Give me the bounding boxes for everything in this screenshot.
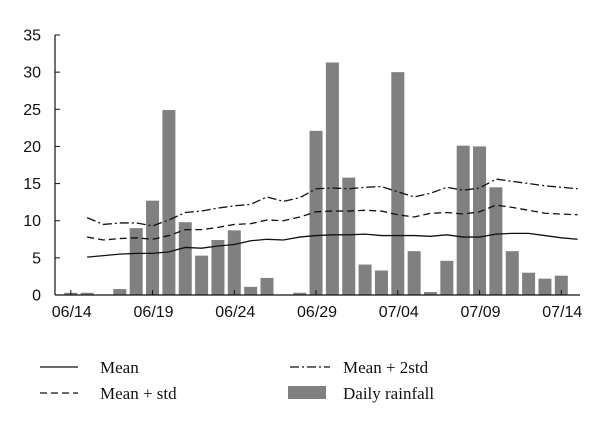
- rainfall-bar: [293, 292, 307, 295]
- rainfall-bar: [358, 264, 372, 295]
- legend: Mean Mean + 2std Mean + std Daily rainfall: [40, 358, 434, 403]
- line-mean-2std: [86, 178, 578, 227]
- rainfall-bar: [538, 278, 552, 295]
- legend-label-mean: Mean: [100, 358, 139, 377]
- line-mean: [87, 232, 578, 258]
- x-tick-label: 06/24: [215, 304, 255, 321]
- rainfall-bar: [489, 187, 503, 295]
- rainfall-bar: [424, 292, 437, 295]
- rainfall-bar: [162, 110, 176, 295]
- y-tick-label: 0: [32, 288, 41, 305]
- y-tick-label: 15: [23, 176, 41, 193]
- legend-label-daily-rainfall: Daily rainfall: [343, 384, 434, 403]
- x-tick-label: 06/19: [134, 304, 174, 321]
- rainfall-bar: [407, 251, 421, 295]
- rainfall-bar: [146, 200, 160, 295]
- rainfall-bar: [227, 230, 241, 295]
- rainfall-bar: [473, 146, 487, 295]
- x-tick-label: 06/14: [52, 304, 92, 321]
- rainfall-bar: [505, 251, 519, 295]
- bar-series-daily-rainfall: [64, 62, 568, 295]
- y-tick-label: 10: [23, 213, 41, 230]
- legend-label-mean-std: Mean + std: [100, 384, 177, 403]
- line-series-group: [86, 178, 578, 258]
- rainfall-bar: [391, 72, 405, 295]
- y-tick-label: 5: [32, 250, 41, 267]
- rainfall-bar: [374, 270, 388, 295]
- y-tick-label: 20: [23, 139, 41, 156]
- rainfall-bar: [244, 286, 258, 295]
- line-mean-std: [87, 204, 578, 241]
- y-tick-label: 35: [23, 28, 41, 45]
- rainfall-bar: [211, 240, 225, 295]
- rainfall-bar: [80, 292, 94, 295]
- rainfall-bar: [342, 177, 356, 295]
- rainfall-bar: [178, 222, 192, 295]
- axes: 0 5 10 15 20 25 30 35 06/14 06/19 06/24 06/29 07/04 0…: [23, 28, 582, 322]
- rainfall-bar: [456, 145, 470, 295]
- rainfall-bar: [309, 130, 323, 295]
- legend-label-mean-2std: Mean + 2std: [343, 358, 429, 377]
- rainfall-bar: [195, 255, 209, 295]
- rainfall-bar: [554, 275, 568, 295]
- rainfall-bar: [325, 62, 339, 295]
- rainfall-bar: [522, 272, 536, 295]
- rainfall-bar: [440, 260, 454, 295]
- x-tick-label: 06/29: [297, 304, 337, 321]
- x-tick-label: 07/14: [542, 304, 582, 321]
- rainfall-bar: [129, 228, 143, 295]
- y-tick-label: 30: [23, 65, 41, 82]
- y-tick-label: 25: [23, 102, 41, 119]
- x-tick-label: 07/09: [461, 304, 501, 321]
- legend-swatch-daily-rainfall: [288, 386, 326, 399]
- rainfall-bar: [113, 289, 127, 295]
- x-tick-label: 07/04: [379, 304, 419, 321]
- rainfall-bar: [260, 277, 274, 295]
